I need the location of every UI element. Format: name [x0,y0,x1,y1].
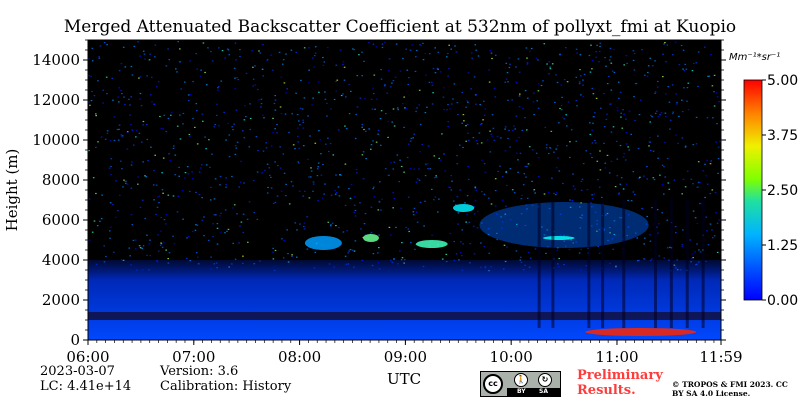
y-tick-label: 6000 [42,211,80,229]
x-tick-label: 09:00 [384,348,427,366]
feature-aerosol-streak-3 [304,236,342,250]
cc-license-badge: cc 🚶 ↻ BY SA [480,371,561,397]
attribution-icon: 🚶 [514,373,528,387]
version-info: Version: 3.6 [160,364,239,379]
colorbar-ticks: 0.00 1.25 2.50 3.75 5.00 [762,73,798,309]
feature-low-level-band-1 [88,312,721,320]
x-tick-label: 11:00 [595,348,638,366]
feature-surface-return-8 [585,328,697,336]
chart-title: Merged Attenuated Backscatter Coefficien… [63,17,737,37]
feature-aerosol-streak-5 [415,240,448,248]
colorbar-tick-label: 2.50 [767,183,798,199]
x-tick-label: 07:00 [172,348,215,366]
x-axis: 06:00 07:00 08:00 09:00 10:00 11:00 11:59 [66,340,743,366]
x-axis-label: UTC [387,370,421,388]
y-axis-label: Height (m) [3,149,21,232]
license-terms: BY SA [507,388,560,396]
x-tick-label: 10:00 [490,348,533,366]
colorbar-unit: Mm⁻¹*sr⁻¹ [729,52,780,63]
y-tick-label: 8000 [42,171,80,189]
y-tick-label: 10000 [32,131,80,149]
y-tick-label: 2000 [42,291,80,309]
y-tick-label: 4000 [42,251,80,269]
colorbar-tick-label: 0.00 [767,293,798,309]
calibration-info: Calibration: History [160,379,292,394]
backscatter-heatmap [88,41,721,340]
noise-speckle [88,41,721,272]
license-sa: SA [539,388,548,395]
y-tick-label: 0 [70,331,80,349]
x-tick-label: 06:00 [66,348,109,366]
y-axis: 0 2000 4000 6000 8000 10000 12000 14000 [32,39,726,349]
copyright-note: © TROPOS & FMI 2023. CC BY SA 4.0 Licens… [672,380,788,398]
colorbar-tick-label: 1.25 [767,238,798,254]
share-alike-icon: ↻ [538,373,552,387]
colorbar [743,79,763,301]
feature-elevated-layer-2 [479,202,649,248]
feature-aerosol-streak-4 [363,234,379,242]
feature-aerosol-streak-6 [452,204,475,212]
license-by: BY [517,388,526,395]
feature-aerosol-streak-7 [542,236,575,240]
y-tick-label: 14000 [32,51,80,69]
measurement-date: 2023-03-07 [40,364,115,379]
x-tick-label: 08:00 [278,348,321,366]
cloud-shadow-streaks [537,200,705,328]
x-tick-label: 11:59 [699,348,742,366]
feature-boundary-layer-0 [88,260,721,340]
lidar-constant: LC: 4.41e+14 [40,379,132,394]
cc-logo-icon: cc [483,374,503,394]
preliminary-note: Preliminary Results. [577,368,663,398]
colorbar-tick-label: 3.75 [767,128,798,144]
y-tick-label: 12000 [32,91,80,109]
colorbar-tick-label: 5.00 [767,73,798,89]
